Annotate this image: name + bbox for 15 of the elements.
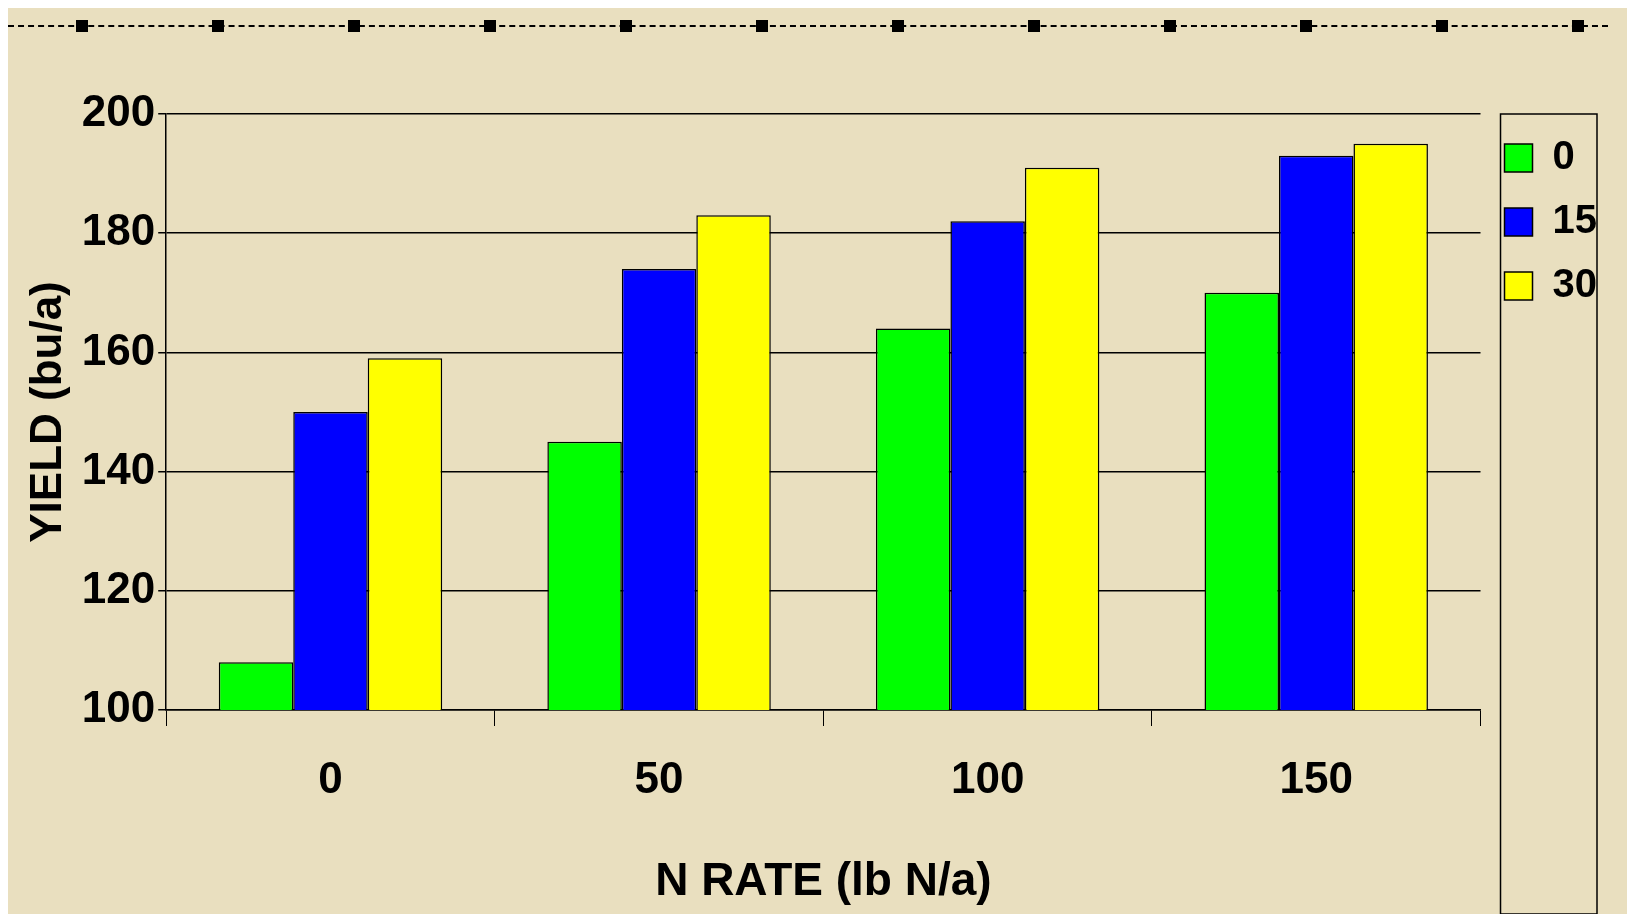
x-tick-label: 100 [950,752,1025,802]
x-tick-label: 0 [318,752,343,802]
legend-label: 30 [1552,261,1598,306]
y-tick-label: 140 [81,443,156,493]
x-tick-label: 50 [634,752,684,802]
y-tick-label: 160 [81,324,156,374]
y-tick-label: 100 [81,682,156,732]
x-axis-title: N RATE (lb N/a) [655,853,992,906]
x-tick-label: 150 [1279,752,1353,802]
y-tick-label: 200 [81,86,156,136]
legend-label: 0 [1552,133,1575,178]
legend-label: 15 [1552,197,1598,242]
y-tick-label: 180 [81,205,156,255]
y-axis-title: YIELD (bu/a) [20,281,70,543]
y-tick-label: 120 [81,562,156,612]
